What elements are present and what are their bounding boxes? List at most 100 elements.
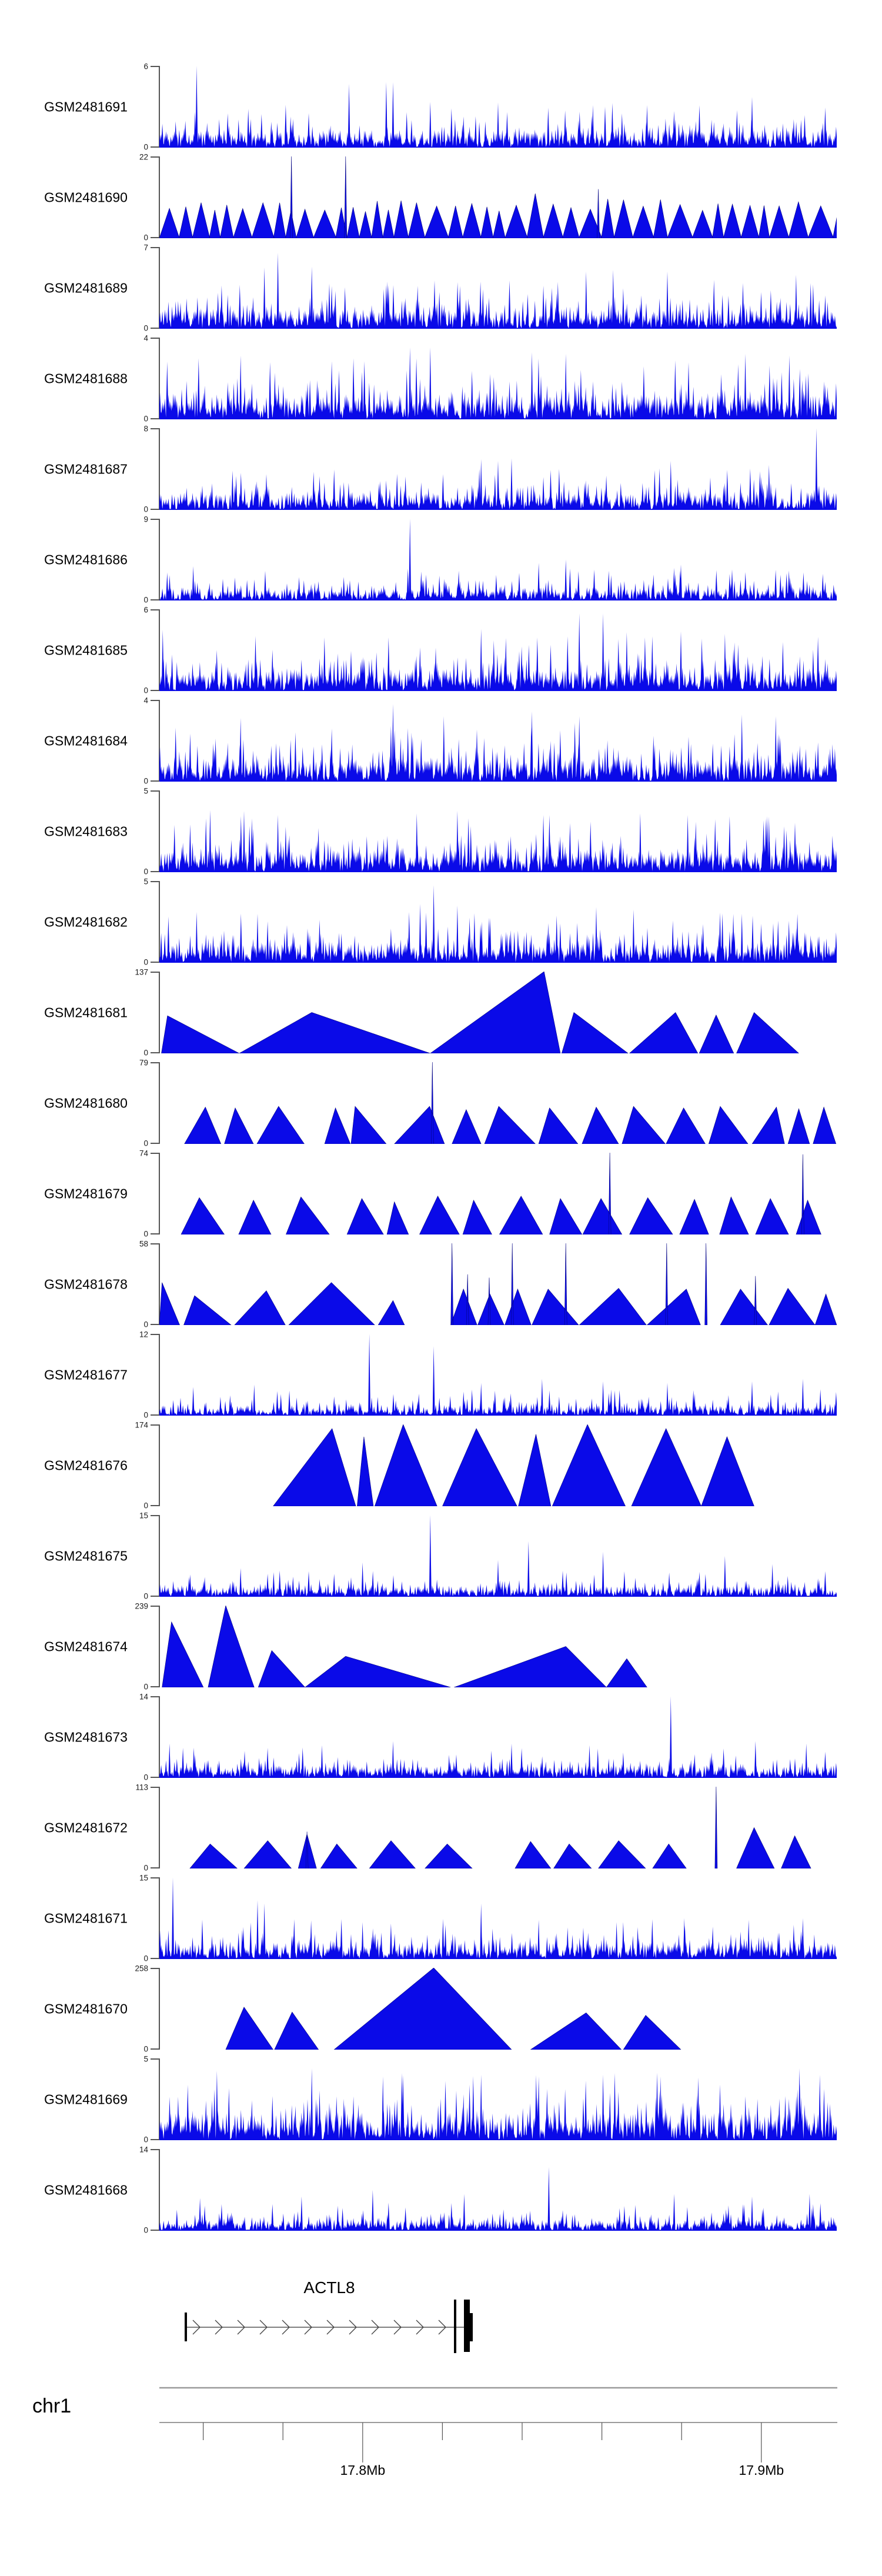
track-row-GSM2481686: GSM2481686 9 0 xyxy=(0,515,882,603)
track-label: GSM2481669 xyxy=(44,2091,128,2107)
y-zero-value: 0 xyxy=(143,323,148,333)
y-axis-zero-tick xyxy=(151,1596,159,1597)
y-axis-line xyxy=(159,972,160,1053)
y-axis-line xyxy=(159,247,160,329)
y-axis-line xyxy=(159,881,160,963)
coverage-plot-GSM2481669 xyxy=(159,2068,837,2140)
track-row-GSM2481683: GSM2481683 5 0 xyxy=(0,787,882,875)
y-axis-zero-tick xyxy=(151,1505,159,1506)
y-max-value: 4 xyxy=(143,333,148,343)
y-max-value: 15 xyxy=(139,1511,148,1520)
y-max-value: 12 xyxy=(139,1330,148,1339)
y-zero-value: 0 xyxy=(143,1048,148,1057)
track-label: GSM2481690 xyxy=(44,189,128,205)
y-axis-line xyxy=(159,1696,160,1778)
coverage-plot-GSM2481671 xyxy=(159,1877,837,1959)
y-axis-zero-tick xyxy=(151,237,159,238)
y-zero-value: 0 xyxy=(143,1320,148,1329)
y-axis-top-tick xyxy=(151,1243,159,1244)
coverage-plot-GSM2481670 xyxy=(225,1968,681,2050)
track-label: GSM2481677 xyxy=(44,1367,128,1382)
track-label: GSM2481686 xyxy=(44,552,128,567)
y-max-value: 137 xyxy=(135,967,148,977)
track-label: GSM2481673 xyxy=(44,1729,128,1744)
coverage-plot-GSM2481672 xyxy=(189,1787,811,1868)
y-axis-top-tick xyxy=(151,1877,159,1878)
track-row-GSM2481687: GSM2481687 8 0 xyxy=(0,424,882,513)
track-label: GSM2481685 xyxy=(44,642,128,658)
track-label: GSM2481671 xyxy=(44,1910,128,1926)
y-axis-top-tick xyxy=(151,1696,159,1697)
track-row-GSM2481688: GSM2481688 4 0 xyxy=(0,334,882,422)
y-axis-top-tick xyxy=(151,519,159,520)
track-row-GSM2481684: GSM2481684 4 0 xyxy=(0,696,882,785)
y-axis-top-tick xyxy=(151,1334,159,1335)
y-axis-line xyxy=(159,1515,160,1597)
coverage-plot-GSM2481678 xyxy=(159,1243,837,1325)
y-max-value: 113 xyxy=(135,1783,148,1792)
y-axis-zero-tick xyxy=(151,2139,159,2140)
y-axis-top-tick xyxy=(151,881,159,882)
y-axis-zero-tick xyxy=(151,1867,159,1868)
y-max-value: 6 xyxy=(143,62,148,71)
y-axis-zero-tick xyxy=(151,1233,159,1234)
y-axis-line xyxy=(159,2058,160,2140)
y-max-value: 9 xyxy=(143,515,148,524)
y-axis-zero-tick xyxy=(151,1414,159,1416)
y-axis-line xyxy=(159,1606,160,1687)
track-label: GSM2481670 xyxy=(44,2001,128,2016)
track-label: GSM2481672 xyxy=(44,1820,128,1835)
y-zero-value: 0 xyxy=(143,233,148,242)
gene-name-label: ACTL8 xyxy=(303,2278,355,2297)
y-max-value: 239 xyxy=(135,1601,148,1611)
track-label: GSM2481675 xyxy=(44,1548,128,1563)
y-axis-line xyxy=(159,338,160,419)
track-label: GSM2481688 xyxy=(44,371,128,386)
track-label: GSM2481679 xyxy=(44,1186,128,1201)
y-max-value: 8 xyxy=(143,424,148,433)
coverage-plot-GSM2481668 xyxy=(159,2167,837,2231)
y-axis-line xyxy=(159,1062,160,1144)
y-axis-zero-tick xyxy=(151,780,159,782)
y-axis-line xyxy=(159,790,160,872)
y-axis-top-tick xyxy=(151,2149,159,2150)
y-axis-line xyxy=(159,1877,160,1959)
y-axis-line xyxy=(159,156,160,238)
y-zero-value: 0 xyxy=(143,2044,148,2054)
y-zero-value: 0 xyxy=(143,1501,148,1510)
coverage-plot-GSM2481681 xyxy=(161,972,799,1053)
y-max-value: 79 xyxy=(139,1058,148,1067)
y-axis-zero-tick xyxy=(151,599,159,600)
track-row-GSM2481673: GSM2481673 14 0 xyxy=(0,1693,882,1782)
y-axis-line xyxy=(159,66,160,148)
y-axis-zero-tick xyxy=(151,1686,159,1687)
coverage-plot-GSM2481691 xyxy=(159,66,837,148)
y-axis-line xyxy=(159,2149,160,2231)
y-max-value: 58 xyxy=(139,1239,148,1249)
y-axis-zero-tick xyxy=(151,1143,159,1144)
track-label: GSM2481674 xyxy=(44,1639,128,1654)
y-zero-value: 0 xyxy=(143,686,148,695)
y-max-value: 5 xyxy=(143,2054,148,2064)
y-axis-top-tick xyxy=(151,156,159,158)
y-max-value: 14 xyxy=(139,2145,148,2154)
y-axis-line xyxy=(159,1243,160,1325)
y-axis-top-tick xyxy=(151,1515,159,1516)
y-zero-value: 0 xyxy=(143,2225,148,2235)
track-label: GSM2481680 xyxy=(44,1095,128,1110)
track-row-GSM2481689: GSM2481689 7 0 xyxy=(0,243,882,333)
y-axis-zero-tick xyxy=(151,146,159,148)
y-zero-value: 0 xyxy=(143,1682,148,1691)
coverage-plot-GSM2481688 xyxy=(159,347,837,419)
coverage-plot-GSM2481680 xyxy=(184,1062,837,1144)
y-axis-top-tick xyxy=(151,1787,159,1788)
track-row-GSM2481685: GSM2481685 6 0 xyxy=(0,606,882,694)
y-axis-line xyxy=(159,700,160,782)
track-row-GSM2481680: GSM2481680 79 0 xyxy=(0,1058,882,1147)
track-row-GSM2481676: GSM2481676 174 0 xyxy=(0,1421,882,1509)
coverage-plot-GSM2481685 xyxy=(159,613,837,691)
y-zero-value: 0 xyxy=(143,1773,148,1782)
y-zero-value: 0 xyxy=(143,2135,148,2144)
y-axis-top-tick xyxy=(151,247,159,248)
